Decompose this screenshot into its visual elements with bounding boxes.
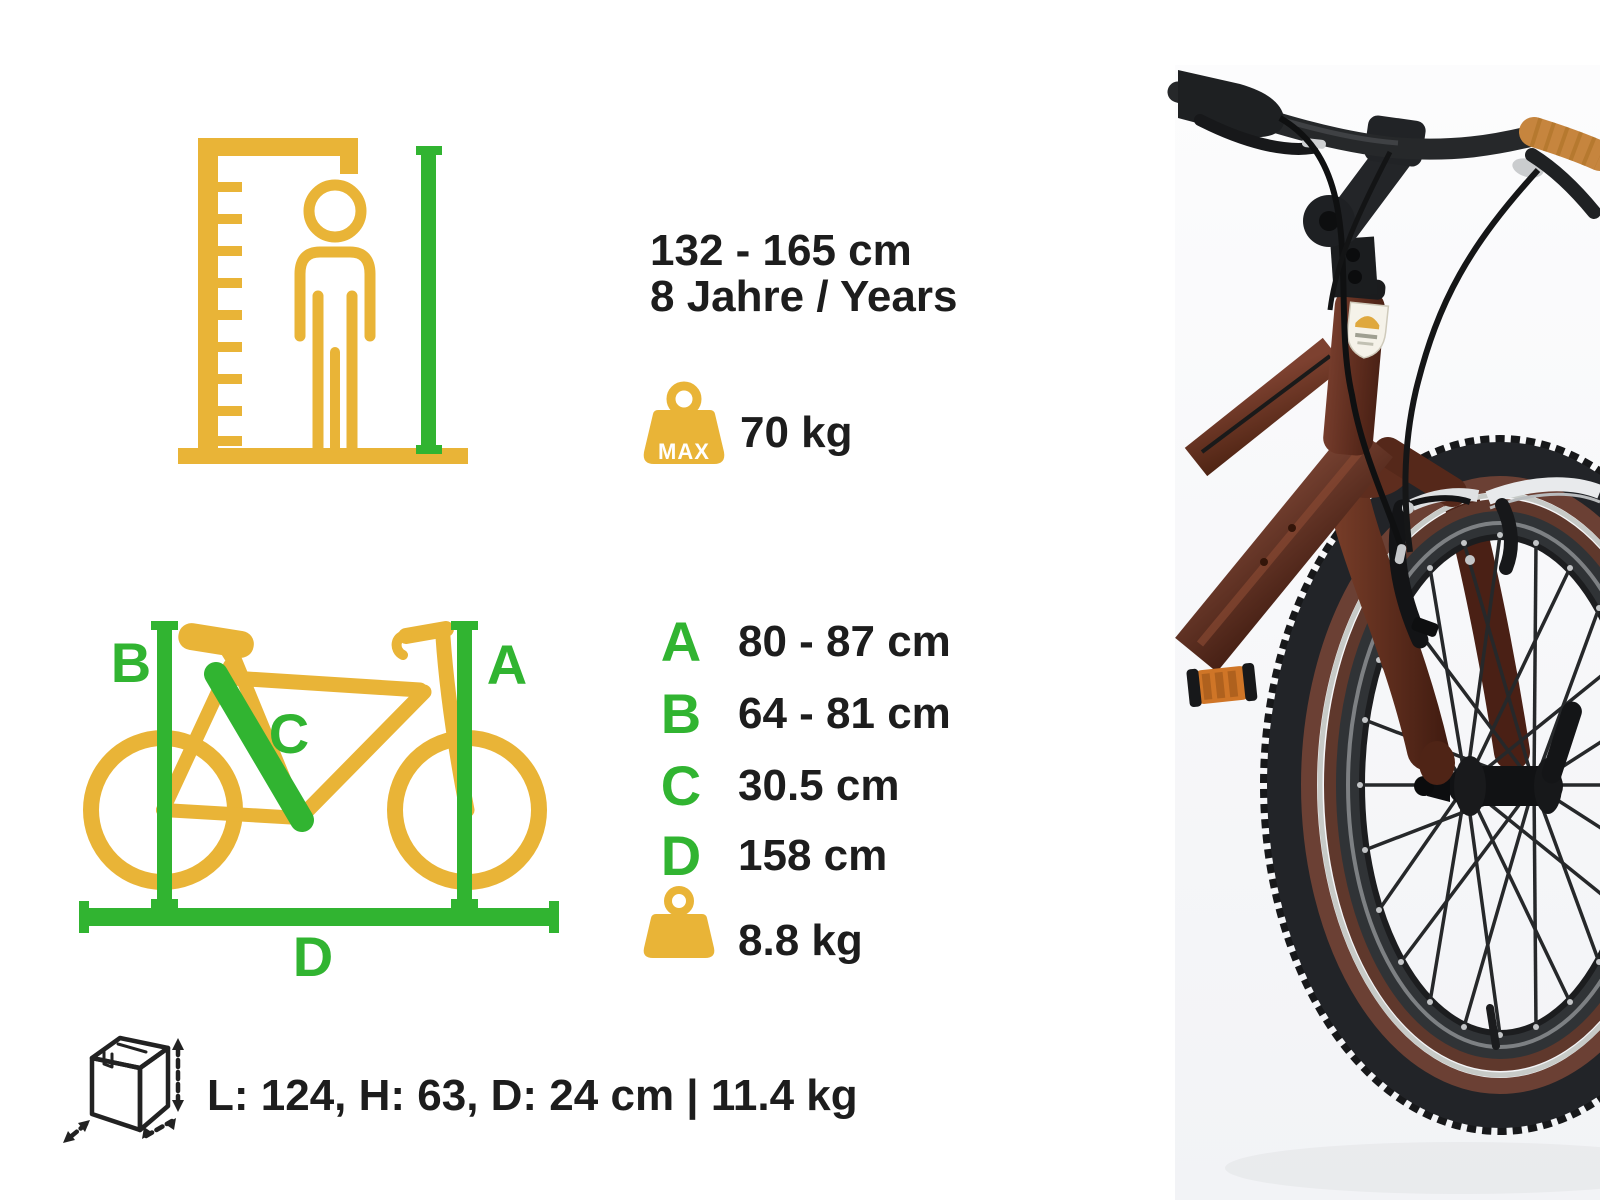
ground-shadow [1225, 1142, 1600, 1194]
bike-front-photo [1167, 65, 1600, 1200]
diagram-label-a: A [487, 633, 527, 696]
package-box-icon [63, 1035, 184, 1143]
weight-body [643, 410, 725, 464]
tire-sidewall [1301, 476, 1600, 1094]
max-weight-value: 70 kg [740, 408, 853, 457]
handlebar-assembly [1167, 70, 1600, 298]
dimension-bar-c [204, 662, 314, 832]
down-tube-highlight [1196, 441, 1370, 647]
dimension-bar-b [151, 621, 178, 908]
diagram-label-d: D [293, 925, 333, 988]
dimension-letter-d: D [660, 824, 702, 887]
rider-height-range: 132 - 165 cm [650, 226, 912, 275]
ruler-arm-hook [340, 138, 358, 174]
brake-pad [1411, 617, 1439, 637]
height-baseline [178, 448, 468, 464]
height-green-bar [416, 146, 442, 454]
height-measure-icon [178, 138, 468, 464]
ruler-top-arm [198, 138, 358, 156]
dimension-value-b: 64 - 81 cm [738, 689, 951, 738]
diagram-label-c: C [269, 702, 309, 765]
crown-far-shoulder [1373, 437, 1467, 507]
fork-near-leg [1328, 479, 1449, 771]
dimension-letter-b: B [660, 682, 702, 745]
front-wheel [1260, 435, 1600, 1135]
dimension-bar-a [451, 621, 478, 908]
dimension-letter-c: C [660, 754, 702, 817]
fork-dropout [1419, 741, 1455, 785]
steerer [1330, 236, 1378, 298]
rider-silhouette [294, 179, 376, 454]
bike-weight-value: 8.8 kg [738, 916, 863, 965]
quick-release [1541, 701, 1582, 784]
head-badge [1346, 301, 1390, 359]
diagram-saddle [178, 623, 254, 658]
pedal [1186, 662, 1258, 708]
dimension-bar-d [79, 901, 559, 933]
ruler-ticks [218, 182, 242, 446]
dimension-value-a: 80 - 87 cm [738, 617, 951, 666]
valve-stem [1486, 1004, 1500, 1050]
dimension-value-c: 30.5 cm [738, 761, 900, 810]
bike-dimensions-diagram: A B C D [79, 621, 559, 988]
diagram-label-b: B [111, 631, 151, 694]
weight-handle [666, 381, 702, 417]
grip [1519, 117, 1600, 171]
fender [1485, 477, 1600, 505]
ruler-column [198, 138, 218, 450]
dimension-value-d: 158 cm [738, 831, 888, 880]
front-hub [1414, 701, 1582, 816]
dimension-letter-a: A [660, 610, 702, 673]
brake-cables [1278, 115, 1541, 565]
brake-arm-far [1495, 498, 1518, 575]
max-badge-label: MAX [658, 439, 710, 464]
front-brake [1388, 477, 1600, 649]
dimension-bars [79, 621, 559, 933]
tire-tread [1267, 442, 1600, 1128]
rider-age: 8 Jahre / Years [650, 272, 958, 321]
max-weight-icon: MAX [643, 381, 725, 464]
weight-icon [643, 886, 715, 958]
rim-stripe [1346, 521, 1600, 1049]
right-brake-lever [1525, 148, 1600, 219]
packaging-dimensions-text: L: 124, H: 63, D: 24 cm | 11.4 kg [207, 1071, 858, 1120]
left-brake-lever [1194, 114, 1318, 155]
top-tube-cable [1200, 354, 1332, 454]
